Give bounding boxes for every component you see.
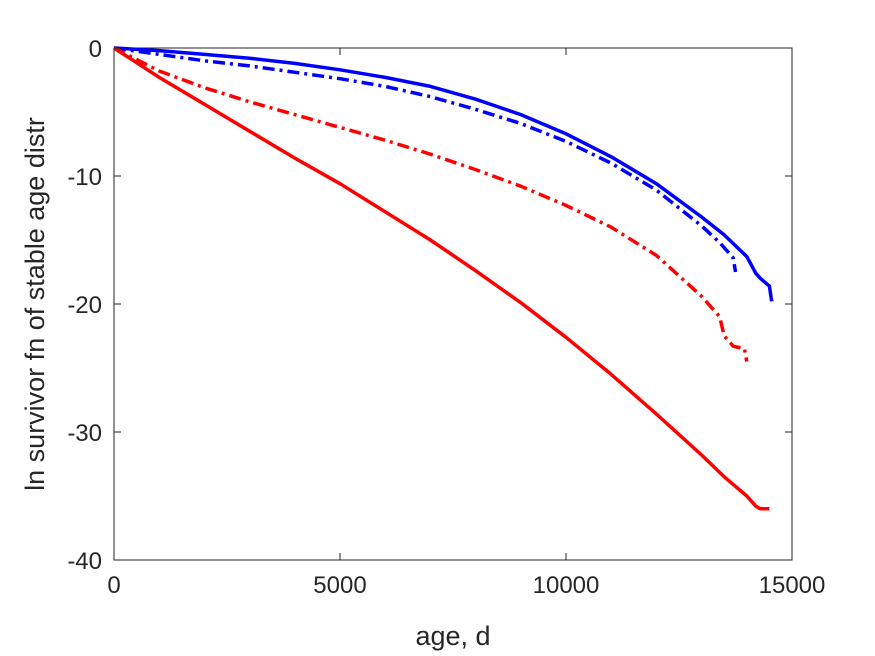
x-tick-label: 15000: [759, 572, 826, 599]
y-tick-label: -20: [67, 292, 102, 319]
y-tick-label: -10: [67, 164, 102, 191]
plot-area: [113, 47, 793, 561]
series-line-4: [113, 46, 770, 511]
y-tick-label: 0: [89, 36, 102, 63]
y-axis-label: ln survivor fn of stable age distr: [20, 117, 50, 491]
x-axis-label: age, d: [415, 621, 490, 651]
x-tick-label: 0: [107, 572, 120, 599]
y-tick-label: -30: [67, 420, 102, 447]
x-tick-label: 10000: [533, 572, 600, 599]
x-tick-label: 5000: [313, 572, 366, 599]
series-layer: [113, 46, 774, 511]
axes-layer: 0 5000 10000 15000 -40 -30 -20 -10 0: [67, 36, 825, 599]
series-line-2: [113, 46, 738, 273]
series-line-3: [113, 46, 749, 362]
series-line-1: [113, 46, 774, 302]
y-tick-label: -40: [67, 548, 102, 575]
